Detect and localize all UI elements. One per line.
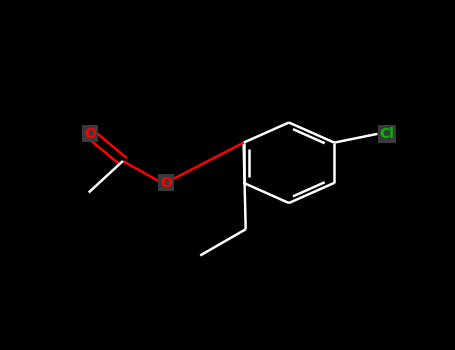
Text: O: O — [84, 127, 96, 141]
Text: Cl: Cl — [380, 127, 394, 141]
Text: O: O — [160, 176, 172, 190]
